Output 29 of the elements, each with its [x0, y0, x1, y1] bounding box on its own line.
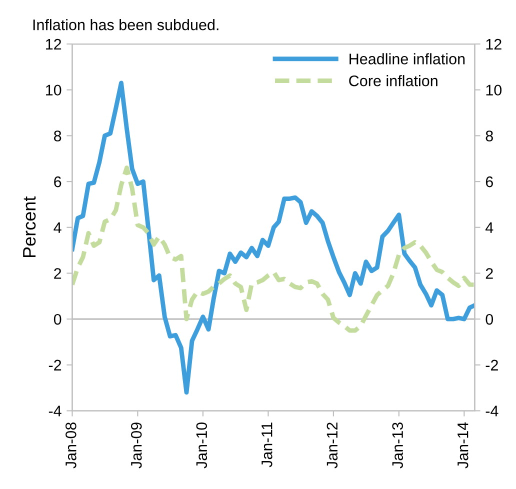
x-tick-label: Jan-11: [262, 422, 272, 468]
legend-label: Headline inflation: [350, 53, 465, 64]
y2-tick-label: 0: [486, 314, 494, 325]
y-tick-label: 6: [54, 176, 62, 188]
y2-tick-label: 4: [485, 222, 494, 233]
y-tick-label: -2: [48, 360, 62, 370]
y-tick-label: 12: [46, 38, 62, 50]
x-tick-label: Jan-10: [196, 422, 208, 468]
y-tick-label: 2: [54, 268, 62, 279]
y-tick-label: 4: [54, 222, 62, 233]
x-tick-label: Jan-13: [392, 422, 404, 468]
y-tick-label: 8: [54, 130, 62, 142]
y-tick-label: 10: [46, 84, 62, 96]
x-tick-label: Jan-12: [326, 422, 338, 468]
y-tick-label: -4: [48, 406, 62, 416]
y-tick-label: 0: [54, 314, 62, 325]
x-tick-label: Jan-09: [130, 422, 142, 468]
y2-tick-label: -2: [486, 360, 498, 370]
y2-tick-label: 8: [486, 130, 493, 142]
x-tick-label: Jan-14: [458, 422, 468, 468]
y2-tick-label: -4: [486, 406, 498, 416]
y2-tick-label: 12: [486, 38, 502, 50]
legend-label: Core inflation: [349, 75, 438, 86]
y2-tick-label: 6: [486, 176, 493, 188]
y2-tick-label: 2: [486, 268, 493, 279]
y-axis-title: Percent: [23, 196, 36, 258]
x-tick-label: Jan-08: [66, 422, 76, 468]
y2-tick-label: 10: [486, 84, 502, 96]
chart-title: Inflation has been subdued.: [33, 19, 218, 30]
